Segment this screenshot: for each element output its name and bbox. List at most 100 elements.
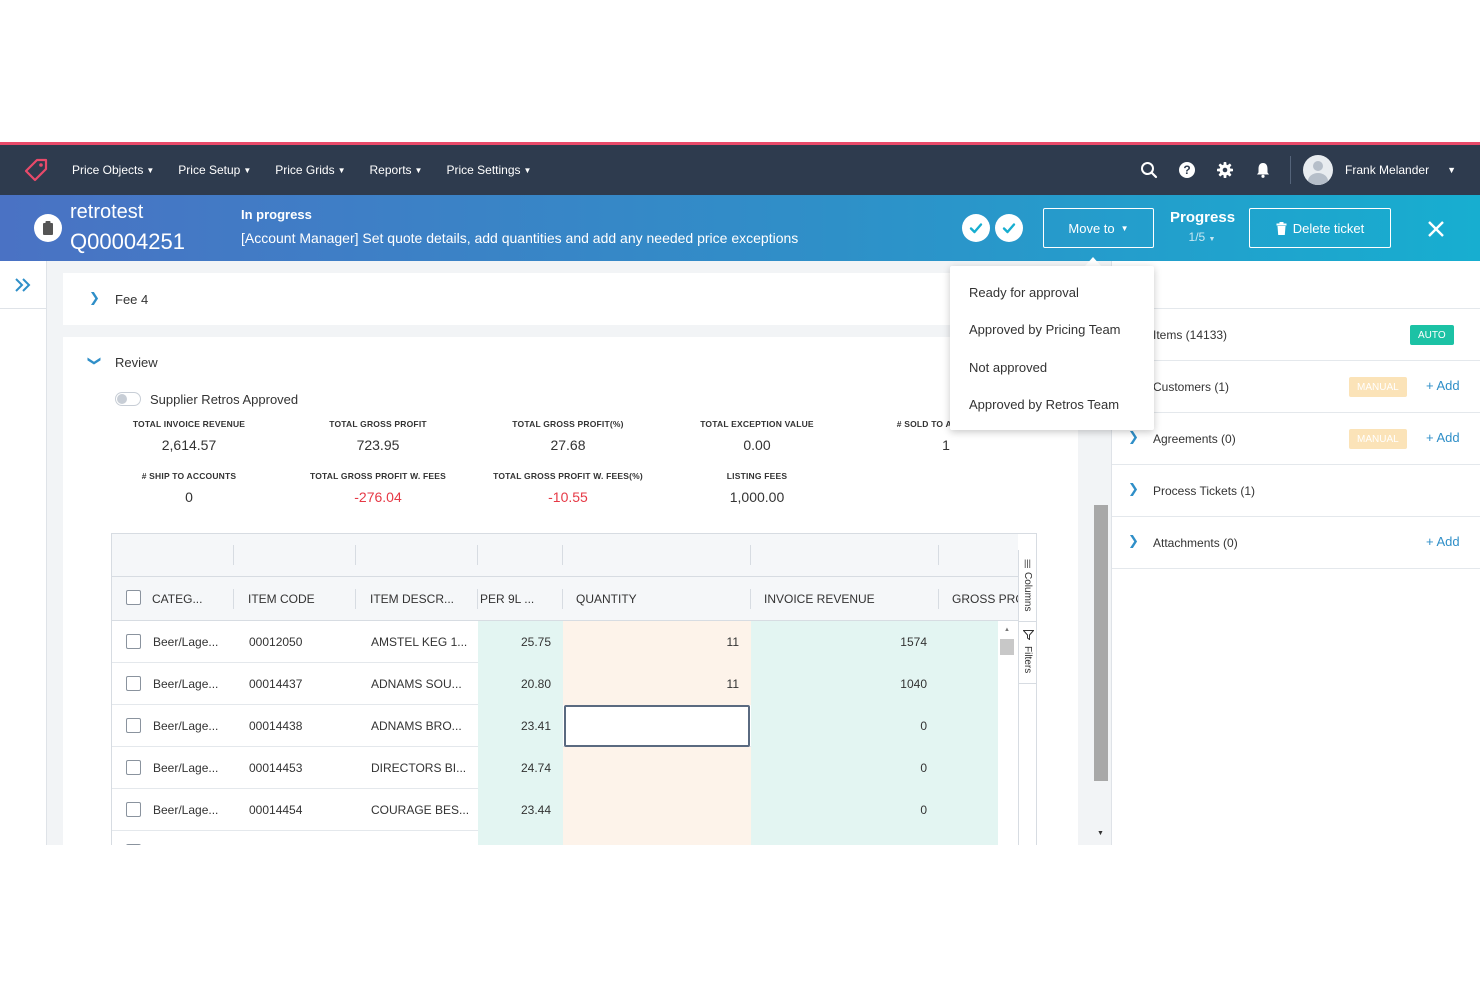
cell-invoice-revenue: 1574 [751, 621, 939, 663]
column-header-category[interactable]: CATEG... [152, 592, 203, 606]
cell-quantity[interactable]: 11 [563, 621, 751, 663]
table-row[interactable] [112, 831, 998, 845]
columns-tool[interactable]: ||| Columns [1019, 550, 1036, 622]
cell-item-code: 00014437 [249, 677, 303, 691]
chevron-right-icon[interactable]: ❯ [1128, 533, 1139, 548]
add-attachment-link[interactable]: + Add [1426, 534, 1460, 549]
scroll-up-icon[interactable]: ▲ [1004, 627, 1010, 633]
row-checkbox[interactable] [126, 760, 141, 775]
cell-quantity[interactable] [563, 789, 751, 831]
quantity-input-active[interactable] [564, 705, 750, 747]
search-icon[interactable] [1130, 145, 1168, 195]
panel-item-process-tickets[interactable]: ❯ Process Tickets (1) [1112, 465, 1480, 517]
table-row[interactable]: Beer/Lage... 00012050 AMSTEL KEG 1... 25… [112, 621, 998, 663]
cell-item-code: 00014438 [249, 719, 303, 733]
kpi-label: # SOLD TO ACCOUNTS [896, 419, 996, 429]
move-to-button[interactable]: Move to ▼ [1043, 208, 1154, 248]
panel-item-agreements[interactable]: ❯ Agreements (0) MANUAL + Add [1112, 413, 1480, 465]
help-icon[interactable]: ? [1168, 145, 1206, 195]
move-to-option[interactable]: Approved by Retros Team [969, 397, 1120, 412]
columns-label: Columns [1022, 572, 1033, 612]
avatar[interactable] [1303, 155, 1334, 185]
supplier-retros-toggle[interactable] [115, 392, 141, 406]
select-all-checkbox[interactable] [126, 590, 141, 605]
check-icon[interactable] [995, 214, 1023, 242]
row-checkbox[interactable] [126, 802, 141, 817]
panel-item-items[interactable]: ❯ Items (14133) AUTO [1112, 309, 1480, 361]
cell-gross-profit [939, 705, 998, 747]
app-frame: Price Objects ▼ Price Setup ▼ Price Grids ▼… [0, 142, 1480, 845]
grid-scrollbar[interactable]: ▲ [998, 621, 1018, 845]
chevron-down-icon[interactable]: ▼ [1447, 165, 1456, 175]
cell-category: Beer/Lage... [153, 677, 219, 691]
chevron-down-icon: ▼ [337, 165, 346, 175]
panel-item-attachments[interactable]: ❯ Attachments (0) + Add [1112, 517, 1480, 569]
cell-invoice-revenue: 1040 [751, 663, 939, 705]
column-header-gross-profit[interactable]: GROSS PRO [952, 592, 1018, 606]
table-row[interactable]: Beer/Lage... 00014453 DIRECTORS BI... 24… [112, 747, 998, 789]
row-checkbox[interactable] [126, 634, 141, 649]
move-to-option[interactable]: Approved by Pricing Team [969, 322, 1121, 337]
kpi-value: -276.04 [354, 489, 402, 505]
section-title: Fee 4 [115, 292, 149, 307]
manual-badge: MANUAL [1349, 429, 1407, 449]
cell-item-description: AMSTEL KEG 1... [371, 635, 468, 649]
left-rail [0, 261, 47, 845]
move-to-option[interactable]: Not approved [969, 360, 1048, 375]
delete-ticket-button[interactable]: Delete ticket [1249, 208, 1391, 248]
ticket-name: retrotest [70, 201, 144, 223]
check-icon[interactable] [962, 214, 990, 242]
nav-price-settings[interactable]: Price Settings ▼ [446, 163, 531, 177]
cell-quantity[interactable] [563, 831, 751, 845]
grid-header: CATEG... ITEM CODE ITEM DESCR... PER 9L … [112, 577, 1018, 621]
move-to-option[interactable]: Ready for approval [969, 285, 1079, 300]
app-logo[interactable] [0, 145, 72, 195]
column-header-quantity[interactable]: QUANTITY [576, 592, 637, 606]
kpi-value: 0 [185, 489, 193, 505]
row-checkbox[interactable] [126, 676, 141, 691]
right-panel: ❯ Items (14133) AUTO ❯ Customers (1) MAN… [1111, 261, 1480, 845]
fee4-section[interactable]: ❯ Fee 4 [63, 273, 1078, 325]
scroll-down-icon[interactable]: ▼ [1097, 830, 1104, 837]
toggle-label: Supplier Retros Approved [150, 392, 299, 407]
divider [355, 545, 356, 565]
column-header-item-description[interactable]: ITEM DESCR... [370, 592, 455, 606]
cell-quantity[interactable]: 11 [563, 663, 751, 705]
divider [750, 589, 751, 609]
close-icon[interactable] [1424, 217, 1448, 241]
add-customer-link[interactable]: + Add [1426, 378, 1460, 393]
nav-price-setup[interactable]: Price Setup ▼ [178, 163, 251, 177]
nav-reports[interactable]: Reports ▼ [370, 163, 423, 177]
gear-icon[interactable] [1206, 145, 1244, 195]
row-checkbox[interactable] [126, 718, 141, 733]
chevron-right-icon[interactable]: ❯ [1128, 429, 1139, 444]
user-name[interactable]: Frank Melander [1345, 163, 1430, 177]
table-row[interactable]: Beer/Lage... 00014438 ADNAMS BRO... 23.4… [112, 705, 998, 747]
panel-item-customers[interactable]: ❯ Customers (1) MANUAL + Add [1112, 361, 1480, 413]
scroll-thumb[interactable] [1000, 639, 1014, 655]
cell-item-code: 00014454 [249, 803, 303, 817]
progress-indicator[interactable]: Progress 1/5 ▼ [1170, 209, 1235, 244]
nav-label: Price Objects [72, 163, 144, 177]
chevron-right-icon[interactable]: ❯ [1128, 481, 1139, 496]
grid-group-header [112, 534, 1018, 577]
table-row[interactable]: Beer/Lage... 00014437 ADNAMS SOU... 20.8… [112, 663, 998, 705]
column-header-per-9l[interactable]: PER 9L ... [480, 592, 535, 606]
chevron-down-icon: ▼ [414, 165, 423, 175]
expand-sidebar-icon[interactable] [0, 261, 46, 309]
row-checkbox[interactable] [126, 844, 141, 845]
add-agreement-link[interactable]: + Add [1426, 430, 1460, 445]
scroll-thumb[interactable] [1094, 505, 1108, 781]
panel-item-label: Customers (1) [1153, 380, 1230, 394]
progress-step: 1/5 [1188, 230, 1206, 244]
bell-icon[interactable] [1244, 145, 1282, 195]
nav-price-objects[interactable]: Price Objects ▼ [72, 163, 154, 177]
nav-price-grids[interactable]: Price Grids ▼ [275, 163, 345, 177]
filters-tool[interactable]: Filters [1019, 622, 1036, 684]
chevron-down-icon[interactable]: ❯ [87, 355, 103, 367]
table-row[interactable]: Beer/Lage... 00014454 COURAGE BES... 23.… [112, 789, 998, 831]
cell-quantity[interactable] [563, 747, 751, 789]
chevron-right-icon[interactable]: ❯ [89, 290, 100, 305]
column-header-invoice-revenue[interactable]: INVOICE REVENUE [764, 592, 875, 606]
column-header-item-code[interactable]: ITEM CODE [248, 592, 315, 606]
